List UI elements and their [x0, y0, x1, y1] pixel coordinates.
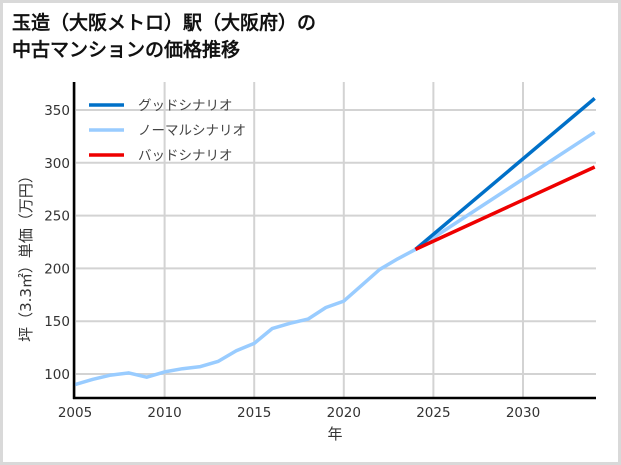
legend-item: ノーマルシナリオ [89, 123, 246, 139]
series-lines [74, 97, 596, 387]
y-tick-label: 100 [44, 367, 70, 383]
chart-title-line1: 玉造（大阪メトロ）駅（大阪府）の [12, 12, 317, 34]
series-line-2 [414, 165, 596, 251]
chart-title-line2: 中古マンションの価格推移 [12, 39, 241, 61]
x-tick-labels: 2005 2010 2015 2020 2025 2030 [58, 405, 540, 421]
series-line-1 [74, 130, 596, 387]
x-tick-label: 2015 [237, 405, 271, 421]
legend-label: グッドシナリオ [138, 98, 233, 114]
series-line-0 [414, 97, 596, 251]
x-tick-label: 2005 [58, 405, 92, 421]
y-tick-label: 300 [44, 156, 70, 172]
legend-label: ノーマルシナリオ [138, 123, 246, 139]
y-tick-label: 150 [44, 314, 70, 330]
y-tick-label: 350 [44, 103, 70, 119]
chart-title: 玉造（大阪メトロ）駅（大阪府）の 中古マンションの価格推移 [12, 10, 316, 64]
x-tick-label: 2025 [416, 405, 450, 421]
y-tick-label: 250 [44, 209, 70, 225]
y-tick-labels: 100 150 200 250 300 350 [44, 103, 70, 383]
legend-item: バッドシナリオ [89, 148, 233, 164]
y-tick-label: 200 [44, 261, 70, 277]
legend-item: グッドシナリオ [89, 98, 233, 114]
x-tick-label: 2010 [147, 405, 181, 421]
legend-label: バッドシナリオ [138, 148, 233, 164]
x-axis-label: 年 [327, 425, 342, 443]
y-axis-label: 坪（3.3㎡）単価（万円） [17, 168, 35, 342]
x-tick-label: 2020 [327, 405, 361, 421]
axes [72, 82, 596, 400]
x-tick-label: 2030 [506, 405, 540, 421]
